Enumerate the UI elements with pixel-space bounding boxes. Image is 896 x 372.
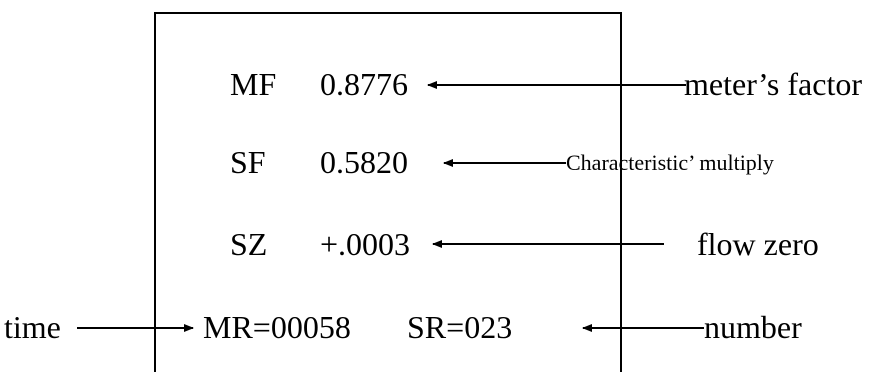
- display-panel: [154, 12, 622, 372]
- flow-zero-label: flow zero: [697, 226, 819, 262]
- sf-code: SF: [230, 144, 266, 180]
- sz-value: +.0003: [320, 226, 411, 262]
- mr-readout: MR=00058: [203, 309, 351, 345]
- annotation-arrows: [77, 81, 704, 332]
- mf-value: 0.8776: [320, 66, 408, 102]
- time-label: time: [4, 309, 61, 345]
- number-label: number: [704, 309, 802, 345]
- sr-readout: SR=023: [407, 309, 513, 345]
- meter-factor-label: meter’s factor: [684, 66, 862, 102]
- sf-value: 0.5820: [320, 144, 408, 180]
- sz-code: SZ: [230, 226, 268, 262]
- mf-code: MF: [230, 66, 277, 102]
- characteristic-multiply-label: Characteristic’ multiply: [566, 150, 774, 175]
- meter-display-diagram: MF 0.8776 SF 0.5820 SZ +.0003 MR=00058 S…: [4, 12, 862, 372]
